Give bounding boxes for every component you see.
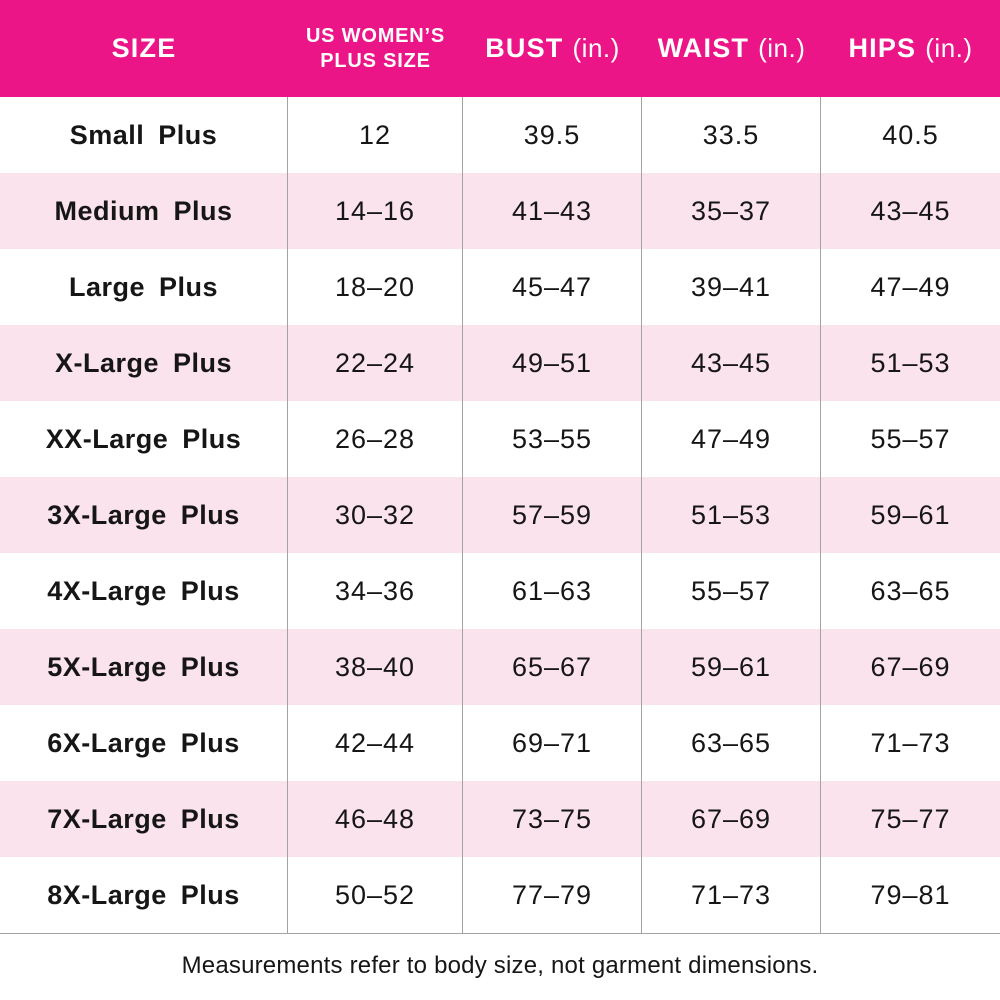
cell-hips: 79–81 <box>870 879 951 910</box>
footnote: Measurements refer to body size, not gar… <box>181 952 819 979</box>
cell-bust: 57–59 <box>463 477 642 553</box>
cell-hips: 71–73 <box>870 727 951 758</box>
header-cell-us-plus-size: US WOMEN’S PLUS SIZE <box>288 0 463 97</box>
cell-waist: 67–69 <box>642 781 821 857</box>
cell-bust: 73–75 <box>463 781 642 857</box>
table-body: Small Plus 12 39.5 33.5 40.5 Medium Plus… <box>0 97 1000 934</box>
table-row: Large Plus 18–20 45–47 39–41 47–49 <box>0 249 1000 325</box>
cell-size: 8X-Large Plus <box>0 857 288 933</box>
cell-hips: 59–61 <box>870 499 951 530</box>
table-row: 6X-Large Plus 42–44 69–71 63–65 71–73 <box>0 705 1000 781</box>
cell-bust: 61–63 <box>463 553 642 629</box>
cell-bust: 69–71 <box>463 705 642 781</box>
header-label-bust: BUST <box>485 33 564 63</box>
cell-size: Large Plus <box>0 249 288 325</box>
table-row: 3X-Large Plus 30–32 57–59 51–53 59–61 <box>0 477 1000 553</box>
header-label-bust-line: BUST (in.) <box>485 33 620 64</box>
cell-waist: 55–57 <box>642 553 821 629</box>
cell-size: 6X-Large Plus <box>0 705 288 781</box>
cell-us-plus-size: 42–44 <box>288 705 463 781</box>
header-label-hips: HIPS <box>848 33 917 63</box>
header-label-waist: WAIST <box>657 33 750 63</box>
table-row: 8X-Large Plus 50–52 77–79 71–73 79–81 <box>0 857 1000 933</box>
header-unit-bust: (in.) <box>572 33 620 63</box>
cell-us-plus-size: 22–24 <box>288 325 463 401</box>
cell-size: 3X-Large Plus <box>0 477 288 553</box>
header-cell-hips: HIPS (in.) <box>821 0 1000 97</box>
cell-hips: 43–45 <box>870 195 951 226</box>
cell-bust: 65–67 <box>463 629 642 705</box>
cell-hips: 51–53 <box>870 347 951 378</box>
cell-waist: 51–53 <box>642 477 821 553</box>
cell-us-plus-size: 14–16 <box>288 173 463 249</box>
cell-hips: 47–49 <box>870 271 951 302</box>
cell-bust: 53–55 <box>463 401 642 477</box>
cell-size: 4X-Large Plus <box>0 553 288 629</box>
header-cell-size: SIZE <box>0 0 288 97</box>
table-row: XX-Large Plus 26–28 53–55 47–49 55–57 <box>0 401 1000 477</box>
cell-size: XX-Large Plus <box>0 401 288 477</box>
cell-bust: 49–51 <box>463 325 642 401</box>
table-row: Medium Plus 14–16 41–43 35–37 43–45 <box>0 173 1000 249</box>
table-row: Small Plus 12 39.5 33.5 40.5 <box>0 97 1000 173</box>
cell-bust: 45–47 <box>463 249 642 325</box>
cell-us-plus-size: 30–32 <box>288 477 463 553</box>
cell-size: 7X-Large Plus <box>0 781 288 857</box>
table-row: 4X-Large Plus 34–36 61–63 55–57 63–65 <box>0 553 1000 629</box>
cell-hips: 67–69 <box>870 651 951 682</box>
cell-waist: 39–41 <box>642 249 821 325</box>
cell-bust: 77–79 <box>463 857 642 933</box>
cell-hips: 55–57 <box>870 423 951 454</box>
cell-us-plus-size: 34–36 <box>288 553 463 629</box>
cell-us-plus-size: 26–28 <box>288 401 463 477</box>
cell-waist: 71–73 <box>642 857 821 933</box>
cell-us-plus-size: 18–20 <box>288 249 463 325</box>
cell-size: Medium Plus <box>0 173 288 249</box>
cell-waist: 35–37 <box>642 173 821 249</box>
header-label-size: SIZE <box>111 33 177 63</box>
header-cell-waist: WAIST (in.) <box>642 0 821 97</box>
cell-size: 5X-Large Plus <box>0 629 288 705</box>
header-cell-bust: BUST (in.) <box>463 0 642 97</box>
cell-waist: 43–45 <box>642 325 821 401</box>
cell-us-plus-size: 46–48 <box>288 781 463 857</box>
header-label-hips-line: HIPS (in.) <box>848 33 972 64</box>
cell-bust: 41–43 <box>463 173 642 249</box>
table-row: X-Large Plus 22–24 49–51 43–45 51–53 <box>0 325 1000 401</box>
header-unit-waist: (in.) <box>758 33 806 63</box>
cell-us-plus-size: 12 <box>288 97 463 173</box>
cell-hips: 75–77 <box>870 803 951 834</box>
table-header-row: SIZE US WOMEN’S PLUS SIZE BUST (in.) WAI… <box>0 0 1000 97</box>
cell-hips: 40.5 <box>882 119 939 150</box>
table-row: 7X-Large Plus 46–48 73–75 67–69 75–77 <box>0 781 1000 857</box>
cell-us-plus-size: 38–40 <box>288 629 463 705</box>
cell-waist: 59–61 <box>642 629 821 705</box>
header-label-us-line2: PLUS SIZE <box>320 49 431 72</box>
cell-us-plus-size: 50–52 <box>288 857 463 933</box>
header-label-waist-line: WAIST (in.) <box>658 33 806 64</box>
cell-bust: 39.5 <box>463 97 642 173</box>
header-label-us-line1: US WOMEN’S <box>305 24 446 47</box>
cell-waist: 33.5 <box>642 97 821 173</box>
cell-size: Small Plus <box>0 97 288 173</box>
table-row: 5X-Large Plus 38–40 65–67 59–61 67–69 <box>0 629 1000 705</box>
cell-hips: 63–65 <box>870 575 951 606</box>
cell-size: X-Large Plus <box>0 325 288 401</box>
cell-waist: 47–49 <box>642 401 821 477</box>
header-unit-hips: (in.) <box>925 33 973 63</box>
cell-waist: 63–65 <box>642 705 821 781</box>
